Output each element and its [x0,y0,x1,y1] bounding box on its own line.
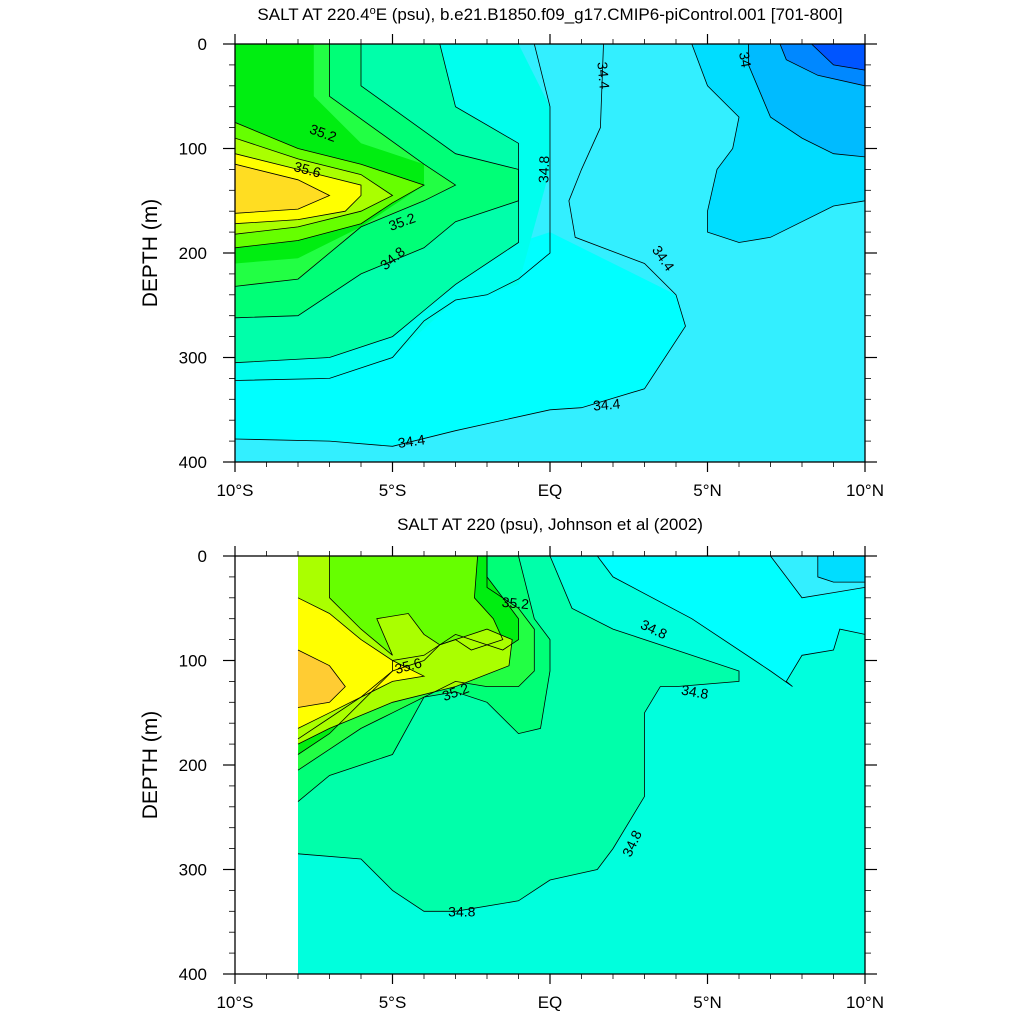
salinity-region-10 [298,650,346,708]
contour-line-3 [779,44,865,87]
contour-label-6: 34 [736,51,754,69]
salinity-region-13 [811,44,865,71]
contour-line-11 [235,153,362,225]
contour-line-2 [748,44,865,158]
contour-line-8 [235,44,457,287]
x-tick-label-3: 5°N [693,993,722,1012]
plot-area: 35.235.635.234.834.834.834.8 [297,556,865,974]
y-tick-label-0: 0 [198,35,207,54]
y-tick-label-3: 300 [179,349,207,368]
contour-line-8 [297,556,513,745]
x-tick-label-1: 5°S [379,481,407,500]
x-tick-label-0: 10°S [216,481,253,500]
contour-line-2 [770,556,865,599]
contour-line-10 [297,649,346,708]
contour-line-10 [235,137,394,235]
salinity-panel-model: SALT AT 220.4oE (psu), b.e21.B1850.f09_g… [139,5,884,500]
contour-line-7 [235,44,519,319]
contour-line-3 [817,556,865,583]
contour-line-9 [297,597,426,729]
contour-line-0 [297,556,740,912]
x-tick-label-1: 5°S [379,993,407,1012]
y-tick-label-4: 400 [179,965,207,984]
y-axis-label: DEPTH (m) [139,199,162,308]
contour-label-9: 34.4 [397,431,426,451]
salinity-region-9 [235,164,330,214]
contour-line-4 [297,556,551,802]
contour-line-9 [235,122,425,249]
contour-label-5: 34.4 [594,61,612,90]
x-tick-label-2: EQ [538,993,563,1012]
contour-label-6: 34.8 [448,903,475,919]
x-tick-label-4: 10°N [846,993,884,1012]
panel-title: SALT AT 220.4oE (psu), b.e21.B1850.f09_g… [257,5,842,24]
contour-line-5 [297,556,535,771]
contour-label-4: 34.8 [535,155,552,183]
contour-line-5 [235,44,551,381]
contour-line-1 [691,44,865,243]
contour-line-6 [235,44,519,364]
y-tick-label-1: 100 [179,140,207,159]
contour-line-0 [235,44,686,447]
contour-line-4 [811,44,865,71]
y-tick-label-2: 200 [179,244,207,263]
contour-line-12 [235,163,331,214]
x-tick-label-3: 5°N [693,481,722,500]
contour-label-1: 35.6 [292,158,323,181]
contour-line-6 [297,556,519,755]
axis-ticks: 10°S 5°S EQ 5°N 10°N 0 100 200 300 400 [179,34,884,500]
y-tick-label-3: 300 [179,861,207,880]
y-tick-label-0: 0 [198,547,207,566]
y-axis-label: DEPTH (m) [139,711,162,820]
contour-label-8: 34.4 [592,395,621,413]
contour-label-0: 35.2 [501,594,530,612]
salinity-region-3 [817,556,865,583]
x-tick-label-4: 10°N [846,481,884,500]
contour-line-1 [596,556,865,687]
axis-ticks: 10°S 5°S EQ 5°N 10°N 0 100 200 300 400 [179,546,884,1012]
y-tick-label-4: 400 [179,453,207,472]
x-tick-label-0: 10°S [216,993,253,1012]
panel-title: SALT AT 220 (psu), Johnson et al (2002) [397,515,703,534]
x-tick-label-2: EQ [538,481,563,500]
y-tick-label-2: 200 [179,756,207,775]
y-tick-label-1: 100 [179,652,207,671]
contour-label-1: 35.6 [393,654,424,677]
salinity-panel-observed: SALT AT 220 (psu), Johnson et al (2002) … [139,515,884,1012]
contour-label-4: 34.8 [680,682,710,703]
